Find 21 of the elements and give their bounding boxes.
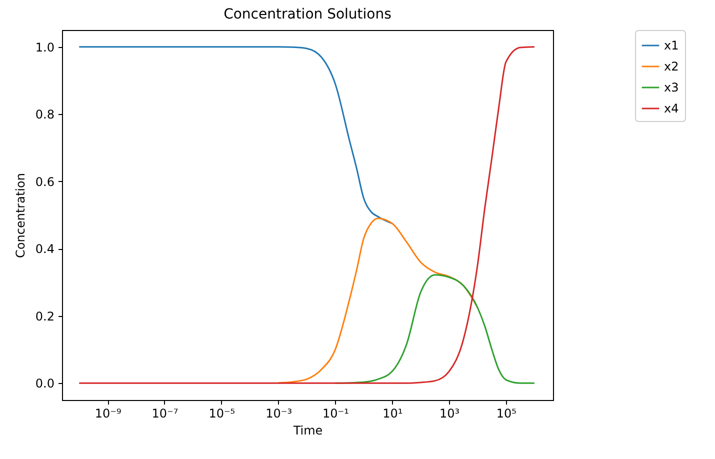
x-axis-title: Time [292,424,323,438]
y-tick-label: 1.0 [35,40,54,54]
x-tick-label: 10¹ [382,406,403,420]
x-tick-label: 10⁵ [496,406,517,420]
y-tick-label: 0.2 [35,309,54,324]
y-axis-title: Concentration [13,173,28,258]
y-tick-label: 0.4 [35,242,54,256]
x-tick-label: 10⁻⁵ [208,406,236,420]
y-tick-label: 0.6 [35,174,54,189]
y-tick-label: 0.8 [35,108,54,122]
x-tick-label: 10⁻⁷ [152,406,178,420]
legend-label: x4 [664,102,679,116]
x-tick-label: 10³ [440,406,460,420]
x-tick-label: 10⁻⁹ [94,406,122,420]
legend-label: x2 [664,60,679,74]
x-tick-label: 10⁻¹ [322,406,350,420]
y-tick-label: 0.0 [35,376,54,391]
chart-title: Concentration Solutions [224,6,392,22]
legend-label: x1 [664,38,679,52]
legend-label: x3 [664,80,679,94]
x-tick-label: 10⁻³ [266,406,292,420]
